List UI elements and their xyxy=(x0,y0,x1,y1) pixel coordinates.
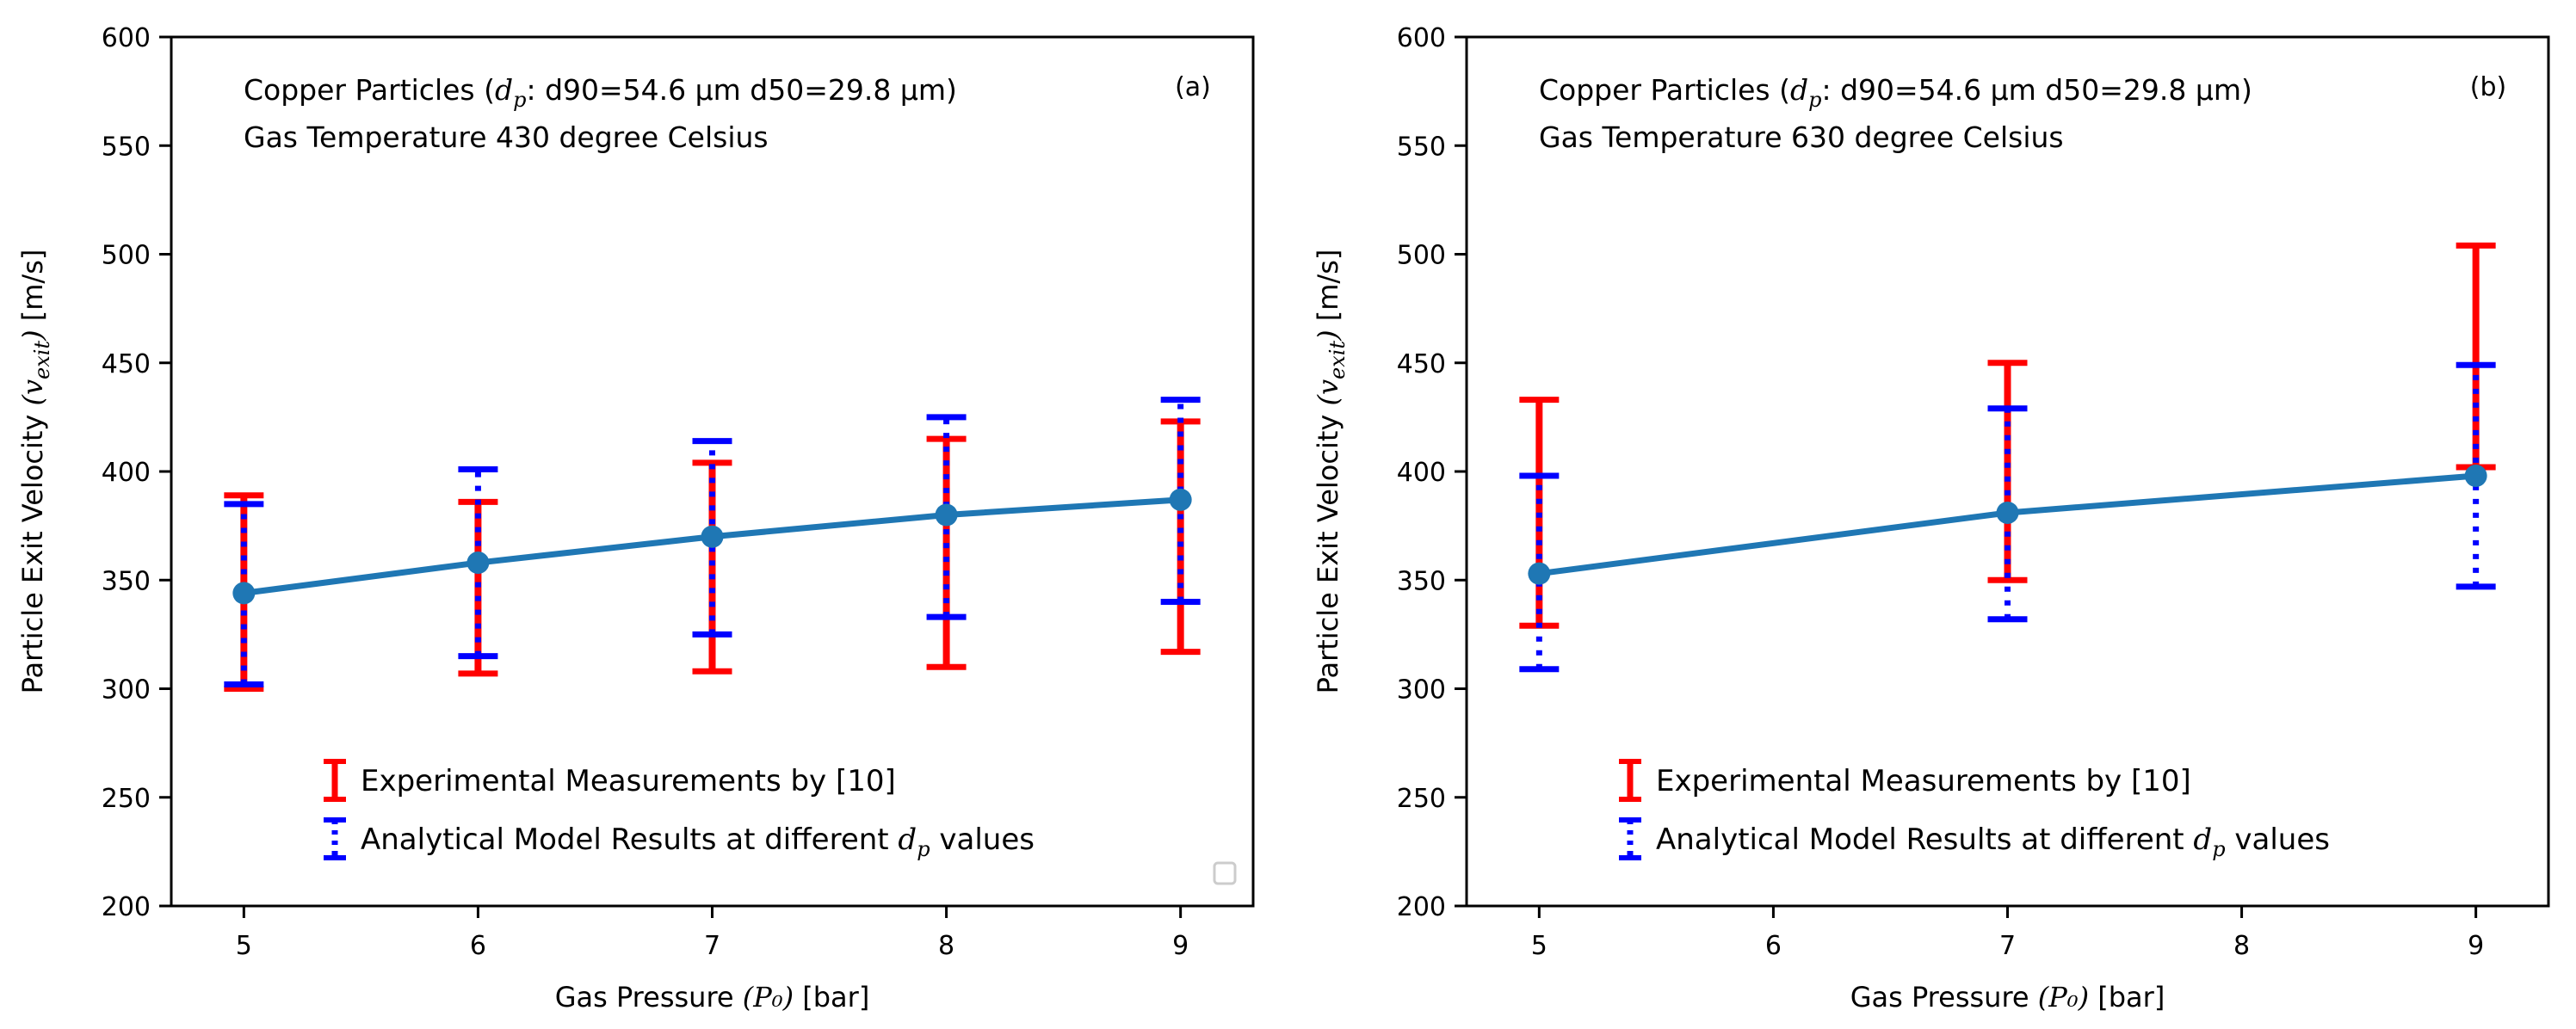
x-tick-label: 7 xyxy=(1999,931,2016,961)
x-axis-title: Gas Pressure (P₀) [bar] xyxy=(555,981,870,1014)
chart-panel-b: 200 250 300 350 400 450 500 550 600 5 6 7 8 9 Gas Pres… xyxy=(1312,23,2550,1014)
model-point xyxy=(1996,501,2019,524)
y-axis-title-subscript: exit xyxy=(1325,341,1350,379)
legend-analytical-prefix: Analytical Model Results at different xyxy=(1656,823,2193,857)
legend-analytical-label: Analytical Model Results at different dp… xyxy=(361,823,1035,861)
x-tick-label: 6 xyxy=(1765,931,1782,961)
y-axis-title-symbol: (v xyxy=(1312,379,1344,406)
analytical-errorbar xyxy=(1987,405,2028,623)
x-axis-title-symbol: (P₀) xyxy=(2038,981,2089,1014)
empty-legend-box xyxy=(1213,861,1237,885)
annotation-particles-symbol: d xyxy=(495,73,513,107)
y-tick-label: 350 xyxy=(102,566,151,596)
annotation-particles: Copper Particles (dp: d90=54.6 μm d50=29… xyxy=(244,73,957,112)
x-tick-label: 5 xyxy=(236,931,252,961)
annotation-temperature: Gas Temperature 430 degree Celsius xyxy=(244,120,769,154)
legend-analytical-label: Analytical Model Results at different dp… xyxy=(1656,823,2330,861)
annotation-particles: Copper Particles (dp: d90=54.6 μm d50=29… xyxy=(1539,73,2252,112)
y-tick-label: 600 xyxy=(1397,23,1446,53)
x-tick-label: 8 xyxy=(938,931,954,961)
x-axis-title-text: Gas Pressure xyxy=(555,981,743,1014)
y-tick-label: 400 xyxy=(102,458,151,488)
panel-label: (b) xyxy=(2470,72,2506,102)
model-point xyxy=(701,525,724,548)
model-point xyxy=(232,582,256,605)
y-axis-title: Particle Exit Velocity (vexit) [m/s] xyxy=(16,250,54,694)
x-tick-label: 9 xyxy=(1172,931,1189,961)
y-tick-label: 500 xyxy=(102,241,151,271)
model-point xyxy=(466,551,490,575)
x-axis-title-symbol: (P₀) xyxy=(743,981,794,1014)
legend-analytical-symbol: d xyxy=(898,823,917,857)
y-axis-title-text: Particle Exit Velocity xyxy=(16,406,49,694)
x-tick-label: 5 xyxy=(1531,931,1547,961)
y-tick-label: 600 xyxy=(102,23,151,53)
legend-experimental-handle xyxy=(1619,759,1641,802)
x-tick-label: 6 xyxy=(470,931,486,961)
annotation-particles-prefix: Copper Particles ( xyxy=(244,73,495,107)
annotation-particles-suffix: : d90=54.6 μm d50=29.8 μm) xyxy=(1821,73,2252,107)
legend-analytical-suffix: values xyxy=(2226,823,2330,857)
legend-analytical-suffix: values xyxy=(930,823,1035,857)
y-tick-label: 550 xyxy=(102,132,151,162)
legend: Experimental Measurements by [10] Analyti… xyxy=(324,759,1035,861)
x-tick-label: 9 xyxy=(2468,931,2484,961)
legend-analytical-handle xyxy=(324,817,346,860)
legend: Experimental Measurements by [10] Analyti… xyxy=(1619,759,2330,861)
y-axis-title-unit: [m/s] xyxy=(16,250,49,330)
y-tick-label: 500 xyxy=(1397,241,1446,271)
analytical-errorbar xyxy=(224,501,264,687)
y-axis-title-close: ) xyxy=(16,330,49,341)
y-axis-title-symbol: (v xyxy=(16,379,49,406)
analytical-errorbar xyxy=(458,465,498,660)
y-axis-title-subscript: exit xyxy=(30,341,54,379)
y-axis-title-text: Particle Exit Velocity xyxy=(1312,406,1344,694)
legend-experimental-label: Experimental Measurements by [10] xyxy=(1656,764,2191,798)
y-tick-label: 450 xyxy=(1397,349,1446,379)
panel-label: (a) xyxy=(1175,72,1211,102)
experimental-errorbar xyxy=(1987,360,2028,583)
y-tick-label: 250 xyxy=(102,784,151,814)
model-point xyxy=(1169,488,1192,511)
annotation-temperature: Gas Temperature 630 degree Celsius xyxy=(1539,120,2064,154)
annotation-particles-suffix: : d90=54.6 μm d50=29.8 μm) xyxy=(526,73,956,107)
annotation-particles-subscript: p xyxy=(513,88,526,112)
y-tick-label: 200 xyxy=(102,892,151,922)
x-tick-label: 8 xyxy=(2233,931,2250,961)
y-tick-label: 450 xyxy=(102,349,151,379)
chart-panel-a: 200 250 300 350 400 450 500 550 600 5 6 7 8 9 Gas Pres… xyxy=(16,23,1255,1014)
model-point xyxy=(2464,465,2487,488)
legend-experimental-label: Experimental Measurements by [10] xyxy=(361,764,896,798)
y-tick-label: 300 xyxy=(102,675,151,706)
legend-analytical-subscript: p xyxy=(917,837,930,861)
x-tick-label: 7 xyxy=(704,931,720,961)
y-tick-label: 400 xyxy=(1397,458,1446,488)
y-tick-label: 300 xyxy=(1397,675,1446,706)
x-axis-title-unit: [bar] xyxy=(2089,981,2165,1014)
x-axis-title-unit: [bar] xyxy=(794,981,869,1014)
y-axis-title-close: ) xyxy=(1312,330,1344,341)
y-tick-label: 200 xyxy=(1397,892,1446,922)
annotation-particles-symbol: d xyxy=(1790,73,1808,107)
y-tick-label: 550 xyxy=(1397,132,1446,162)
x-axis-title: Gas Pressure (P₀) [bar] xyxy=(1850,981,2165,1014)
legend-analytical-subscript: p xyxy=(2212,837,2225,861)
model-point xyxy=(935,503,958,527)
model-point xyxy=(1528,562,1551,585)
y-tick-label: 250 xyxy=(1397,784,1446,814)
legend-experimental-handle xyxy=(324,759,346,802)
annotation-particles-prefix: Copper Particles ( xyxy=(1539,73,1790,107)
legend-analytical-symbol: d xyxy=(2193,823,2212,857)
y-tick-label: 350 xyxy=(1397,566,1446,596)
y-axis-title: Particle Exit Velocity (vexit) [m/s] xyxy=(1312,250,1350,694)
x-axis-title-text: Gas Pressure xyxy=(1850,981,2038,1014)
legend-analytical-prefix: Analytical Model Results at different xyxy=(361,823,898,857)
y-axis-title-unit: [m/s] xyxy=(1312,250,1344,330)
annotation-particles-subscript: p xyxy=(1808,88,1821,112)
legend-analytical-handle xyxy=(1619,817,1641,860)
